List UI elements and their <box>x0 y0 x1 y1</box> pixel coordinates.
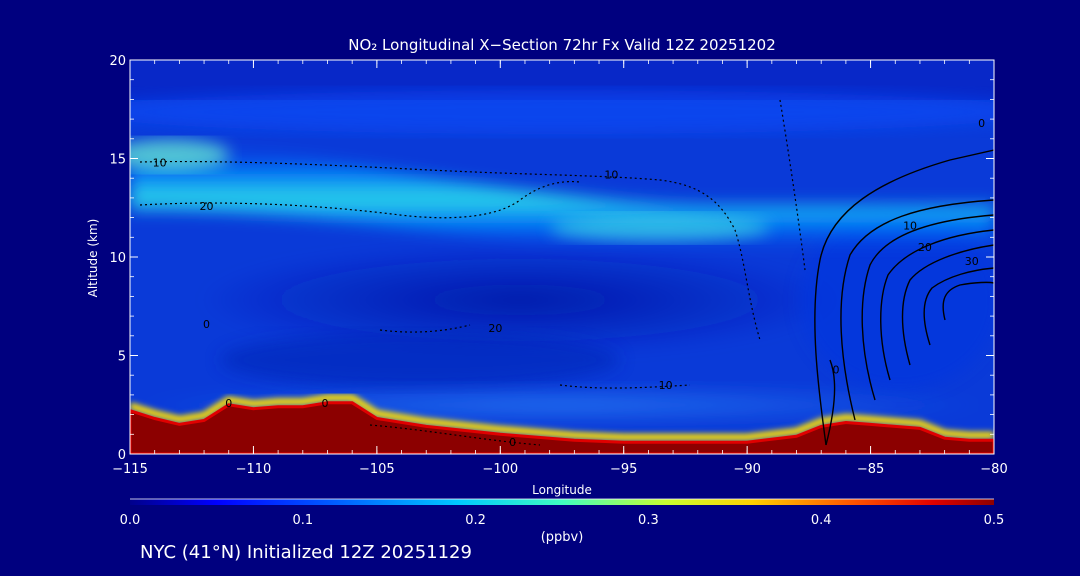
contour-positive-20 <box>840 199 994 421</box>
contour-negative-10-east <box>779 99 806 271</box>
x-tick-label: −85 <box>857 462 884 477</box>
contour-positive-40 <box>880 229 994 381</box>
contour-positive-70 <box>942 281 994 321</box>
x-tick-label: −110 <box>236 462 272 477</box>
x-axis-label: Longitude <box>532 483 592 497</box>
colorbar <box>130 499 994 505</box>
x-tick-label: −90 <box>733 462 760 477</box>
x-tick-label: −100 <box>482 462 518 477</box>
contour-label: 10 <box>153 156 167 169</box>
x-tick-label: −115 <box>112 462 148 477</box>
y-axis-label: Altitude (km) <box>86 219 100 298</box>
colorbar-tick-label: 0.1 <box>292 513 313 528</box>
terrain-surface <box>130 401 994 454</box>
contour-label: 0 <box>978 117 985 130</box>
contour-negative-10-low <box>559 384 691 389</box>
colorbar-tick-label: 0.0 <box>120 513 141 528</box>
contour-label: 10 <box>604 168 618 181</box>
contour-lines <box>814 149 994 446</box>
chart-title: NO₂ Longitudinal X−Section 72hr Fx Valid… <box>348 36 776 54</box>
contour-positive-10 <box>814 149 994 446</box>
y-tick-label: 20 <box>109 54 126 69</box>
contour-negative-20-upper <box>139 180 581 219</box>
surface-no2-edge <box>130 394 994 441</box>
y-tick-label: 15 <box>109 153 126 168</box>
x-tick-label: −95 <box>610 462 637 477</box>
x-axis-ticks: −115 −110 −105 −100 −95 −90 −85 −80 <box>112 60 1008 477</box>
contour-zero-east <box>825 359 836 446</box>
colorbar-tick-label: 0.3 <box>638 513 659 528</box>
y-axis-ticks: 0 5 10 15 20 <box>109 54 994 463</box>
contour-label: 20 <box>488 322 502 335</box>
run-info-footer: NYC (41°N) Initialized 12Z 20251129 <box>140 542 472 563</box>
colorbar-ticks: 0.0 0.1 0.2 0.3 0.4 0.5 <box>120 513 1005 528</box>
contour-positive-30 <box>861 214 994 401</box>
x-tick-label: −105 <box>359 462 395 477</box>
colorbar-tick-label: 0.4 <box>811 513 832 528</box>
contour-negative-20-mid <box>379 324 471 333</box>
contour-label: 10 <box>903 219 917 232</box>
contour-label: 20 <box>918 241 932 254</box>
contour-label: 0 <box>203 318 210 331</box>
contour-label: 20 <box>200 200 214 213</box>
x-tick-label: −80 <box>980 462 1007 477</box>
colorbar-tick-label: 0.2 <box>465 513 486 528</box>
contour-label: 10 <box>659 379 673 392</box>
contour-label: 30 <box>965 255 979 268</box>
contour-positive-50 <box>901 244 994 366</box>
colorbar-tick-label: 0.5 <box>984 513 1005 528</box>
contour-near-surface <box>369 424 541 446</box>
contour-label: 0 <box>225 397 232 410</box>
contour-label: 0 <box>322 397 329 410</box>
y-tick-label: 10 <box>109 251 126 266</box>
contour-label: 0 <box>833 363 840 376</box>
contour-label: 0 <box>509 436 516 449</box>
colorbar-unit-label: (ppbv) <box>541 530 584 545</box>
contour-positive-60 <box>923 267 994 346</box>
y-tick-label: 0 <box>118 448 126 463</box>
y-tick-label: 5 <box>118 350 126 365</box>
contour-dotted-lines <box>139 99 806 446</box>
